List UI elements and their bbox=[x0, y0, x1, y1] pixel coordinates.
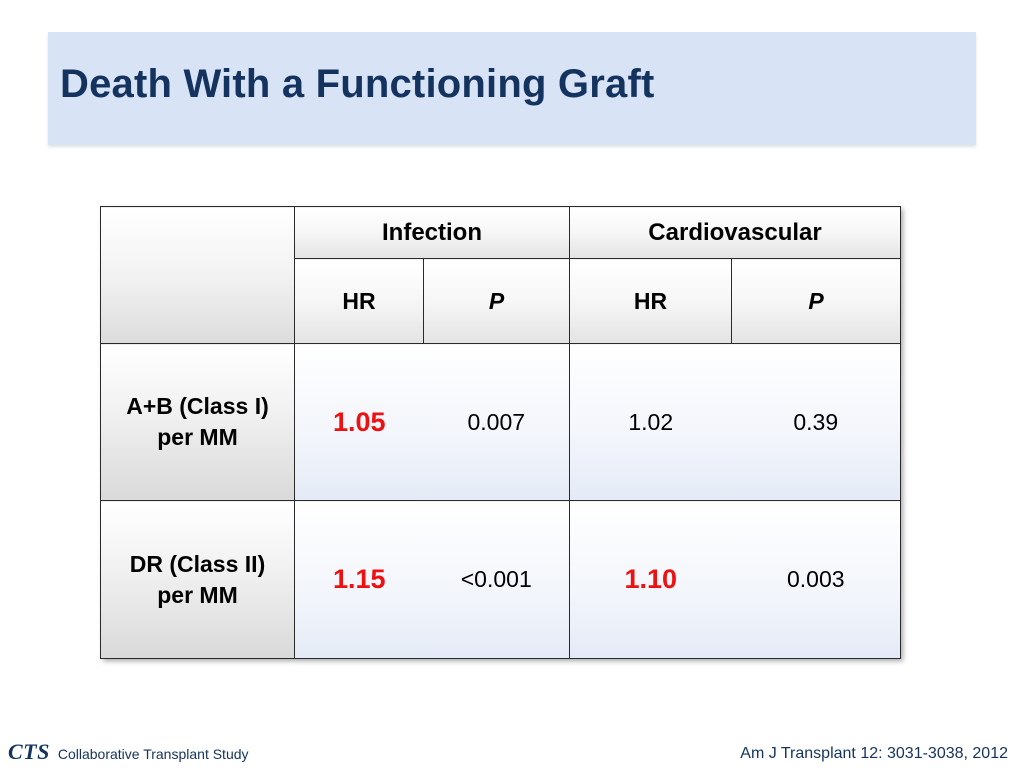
citation: Am J Transplant 12: 3031-3038, 2012 bbox=[740, 745, 1008, 762]
subheader-cardiovascular-p: P bbox=[730, 258, 902, 344]
subheader-cardiovascular-hr: HR bbox=[569, 258, 732, 344]
cell-class-ii-infection-p: <0.001 bbox=[423, 500, 570, 659]
slide-title: Death With a Functioning Graft bbox=[60, 62, 655, 106]
cell-class-i-infection-p: 0.007 bbox=[423, 343, 570, 501]
group-header-infection: Infection bbox=[294, 206, 570, 259]
results-table: Infection Cardiovascular HR P HR P A+B (… bbox=[100, 206, 902, 659]
cts-logo-mark: CTS bbox=[8, 739, 50, 764]
group-header-cardiovascular: Cardiovascular bbox=[568, 206, 902, 259]
row-label-class-ii: DR (Class II) per MM bbox=[100, 500, 295, 659]
row-label-line: DR (Class II) bbox=[129, 550, 266, 577]
row-label-line: A+B (Class I) bbox=[126, 393, 269, 419]
cts-logo-text: Collaborative Transplant Study bbox=[57, 746, 249, 762]
row-label-line: per MM bbox=[157, 581, 238, 608]
cell-class-i-infection-hr: 1.05 bbox=[294, 343, 424, 501]
cts-logo: CTS Collaborative Transplant Study bbox=[8, 739, 249, 765]
title-banner: Death With a Functioning Graft bbox=[48, 32, 976, 145]
results-table-container: Infection Cardiovascular HR P HR P A+B (… bbox=[100, 206, 902, 659]
subheader-infection-p: P bbox=[423, 258, 570, 344]
subheader-infection-hr: HR bbox=[294, 258, 424, 344]
row-label-line: per MM bbox=[157, 424, 238, 450]
table-row: DR (Class II) per MM 1.15 <0.001 1.10 0.… bbox=[100, 500, 902, 659]
row-label-class-i: A+B (Class I) per MM bbox=[100, 343, 295, 501]
cell-class-ii-cardiovascular-hr: 1.10 bbox=[569, 500, 732, 659]
cell-class-ii-cardiovascular-p: 0.003 bbox=[731, 500, 902, 659]
cell-class-i-cardiovascular-hr: 1.02 bbox=[569, 343, 732, 501]
cell-class-i-cardiovascular-p: 0.39 bbox=[731, 343, 902, 501]
table-corner-cell bbox=[100, 206, 295, 344]
table-row: A+B (Class I) per MM 1.05 0.007 1.02 0.3… bbox=[100, 343, 902, 501]
cell-class-ii-infection-hr: 1.15 bbox=[294, 500, 424, 659]
